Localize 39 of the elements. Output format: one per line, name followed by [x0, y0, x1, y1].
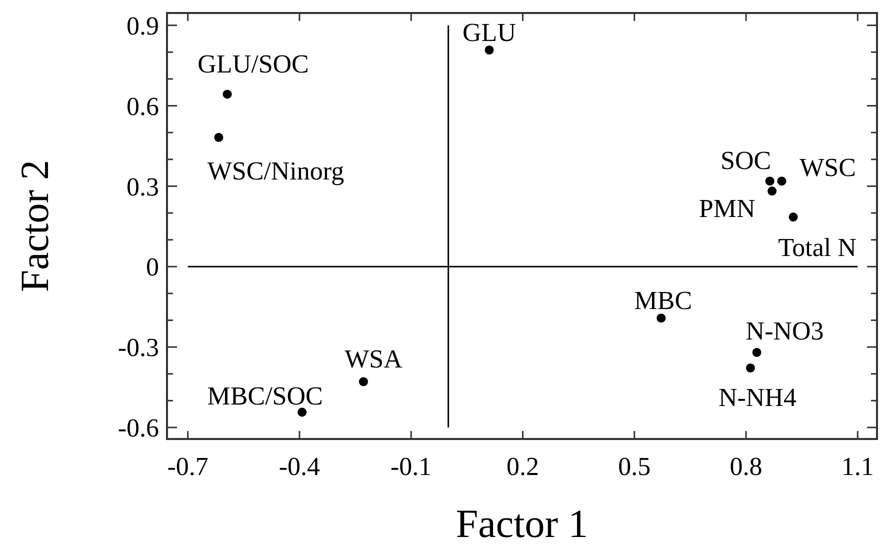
annotation: Total N [778, 233, 857, 262]
y-axis-title: Factor 2 [12, 160, 57, 292]
point [358, 377, 368, 386]
x-tick-label: -0.1 [390, 452, 432, 481]
x-tick-label: -0.4 [278, 452, 320, 481]
annotation: WSC/Ninorg [207, 156, 344, 186]
point [222, 90, 232, 99]
y-tick-label: 0.6 [126, 92, 159, 121]
point [777, 176, 786, 186]
annotation: WSC [800, 153, 856, 182]
y-tick-label: 0 [146, 252, 159, 282]
annotation: GLU/SOC [198, 49, 309, 78]
annotation: N-NO3 [746, 316, 824, 346]
point [768, 186, 777, 196]
point [788, 212, 798, 222]
y-tick-label: -0.3 [118, 333, 159, 362]
annotation: GLU [462, 18, 516, 48]
y-tick-label: -0.6 [118, 414, 159, 443]
annotation: MBC/SOC [207, 381, 323, 410]
point [752, 348, 762, 357]
point [214, 132, 224, 142]
point [298, 408, 307, 417]
annotation: WSA [344, 344, 403, 374]
x-tick-label: -0.7 [167, 452, 208, 481]
x-tick-label: 0.2 [506, 452, 539, 481]
point [746, 363, 755, 372]
x-tick-label: 1.1 [841, 452, 874, 481]
x-tick-label: 0.5 [618, 452, 651, 481]
annotation: MBC [634, 286, 692, 316]
y-tick-label: 0.9 [126, 11, 159, 40]
x-axis-title: Factor 1 [456, 501, 588, 546]
annotation: N-NH4 [718, 383, 796, 412]
point [656, 314, 666, 323]
y-tick-label: 0.3 [126, 172, 159, 202]
annotation: PMN [698, 194, 756, 224]
x-tick-label: 0.8 [730, 452, 762, 481]
point [765, 176, 774, 186]
point [484, 45, 494, 54]
annotation: SOC [720, 146, 772, 176]
